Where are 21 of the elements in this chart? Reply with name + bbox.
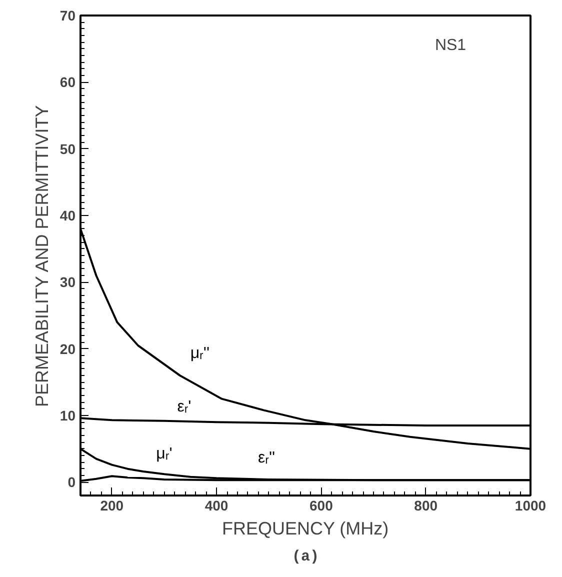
y-tick-label: 20	[60, 340, 76, 357]
x-tick-label: 400	[204, 498, 228, 514]
x-tick-label: 800	[414, 498, 438, 514]
y-axis-title: PERMEABILITY AND PERMITTIVITY	[32, 105, 52, 408]
y-tick-label: 70	[60, 8, 76, 24]
series-label: μᵣ'	[156, 446, 172, 463]
series-label: εᵣ'	[177, 398, 192, 416]
y-tick-label: 50	[60, 140, 76, 157]
y-tick-label: 10	[60, 408, 76, 424]
y-tick-label: 40	[60, 208, 76, 224]
y-tick-label: 30	[60, 274, 76, 290]
annotation: NS1	[434, 37, 466, 54]
x-tick-label: 200	[100, 498, 124, 514]
x-tick-label: 1000	[514, 498, 546, 514]
series-label: μᵣ''	[190, 345, 210, 362]
text: (a)	[292, 548, 320, 566]
y-tick-label: 0	[68, 474, 76, 490]
x-axis-title: FREQUENCY (MHz)	[222, 518, 389, 538]
x-tick-label: 600	[310, 498, 334, 514]
y-tick-label: 60	[60, 74, 76, 90]
series-label: εᵣ''	[258, 450, 276, 467]
